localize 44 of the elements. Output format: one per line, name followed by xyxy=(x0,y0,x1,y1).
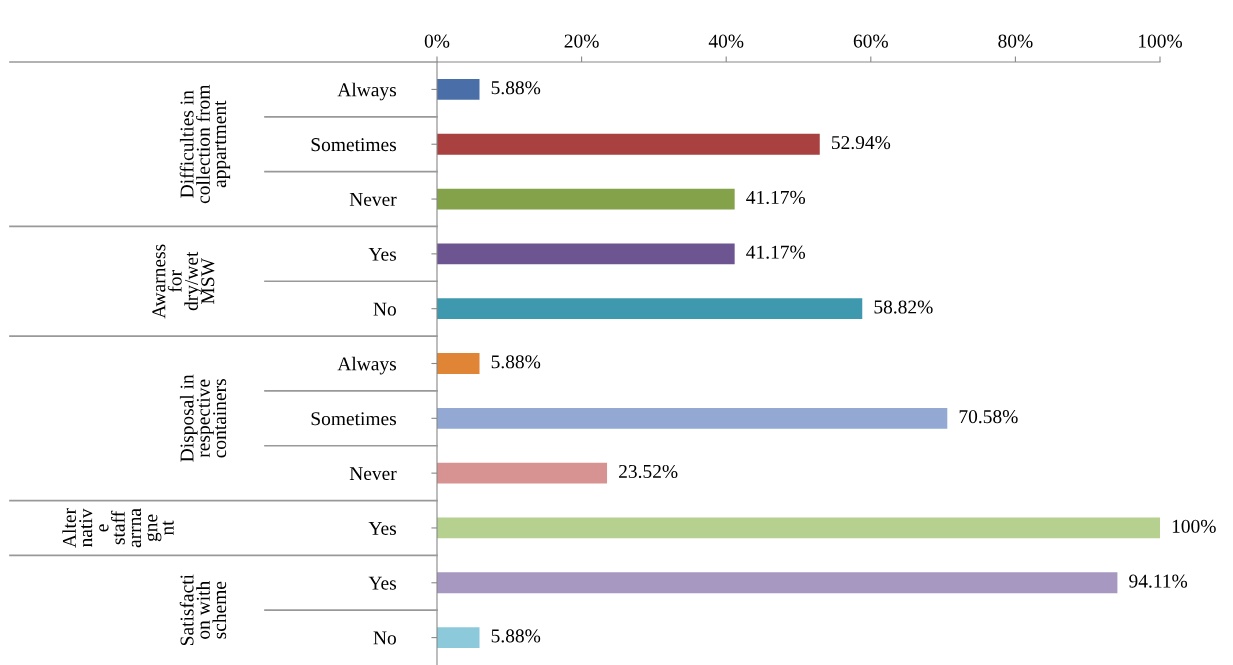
data-label: 41.17% xyxy=(746,190,806,204)
data-label: 94.11% xyxy=(1129,574,1188,588)
text: Difficulties in collection from appartment xyxy=(179,84,231,204)
text: Disposal in respective containers xyxy=(179,374,227,462)
x-tick-label: 100% xyxy=(1139,34,1183,48)
x-tick-label: 0% xyxy=(424,34,450,48)
text: Alter nativ e staff arrna gne nt xyxy=(62,508,174,548)
x-tick-label: 60% xyxy=(853,34,888,48)
y-tick-label: Yes xyxy=(368,521,397,535)
y-tick-label: Never xyxy=(349,467,397,481)
data-label: 70.58% xyxy=(959,410,1018,424)
bar xyxy=(437,407,948,429)
y-tick-label: Yes xyxy=(368,576,397,590)
bar xyxy=(437,298,863,320)
bar xyxy=(437,243,735,265)
y-tick-label: Sometimes xyxy=(311,138,397,152)
bar xyxy=(437,188,735,210)
y-tick-label: Sometimes xyxy=(311,412,397,426)
data-label: 41.17% xyxy=(746,245,806,259)
data-label: 5.88% xyxy=(491,81,541,95)
y-tick-label: No xyxy=(373,631,396,645)
x-tick-label: 40% xyxy=(708,34,744,48)
y-tick-label: Never xyxy=(349,193,397,206)
data-label: 58.82% xyxy=(874,300,933,314)
y-tick-label: Yes xyxy=(368,247,397,261)
data-label: 23.52% xyxy=(619,464,678,479)
text: Satisfacti on with scheme xyxy=(179,574,227,646)
data-label: 5.88% xyxy=(491,629,541,643)
bar xyxy=(437,517,1160,539)
x-tick-label: 80% xyxy=(998,34,1033,48)
y-tick-label: Always xyxy=(337,82,397,101)
text: Awarness for dry/wet MSW xyxy=(152,244,215,319)
bar xyxy=(437,353,480,374)
y-tick-label: Always xyxy=(337,356,397,375)
bar xyxy=(437,133,820,155)
bar xyxy=(437,572,1118,594)
data-label: 100% xyxy=(1172,519,1216,533)
data-label: 5.88% xyxy=(491,355,541,369)
x-tick-label: 20% xyxy=(564,34,599,48)
bar xyxy=(437,78,480,100)
y-tick-label: No xyxy=(373,302,396,316)
data-label: 52.94% xyxy=(832,135,891,150)
bar xyxy=(437,627,480,649)
bar xyxy=(437,462,608,484)
